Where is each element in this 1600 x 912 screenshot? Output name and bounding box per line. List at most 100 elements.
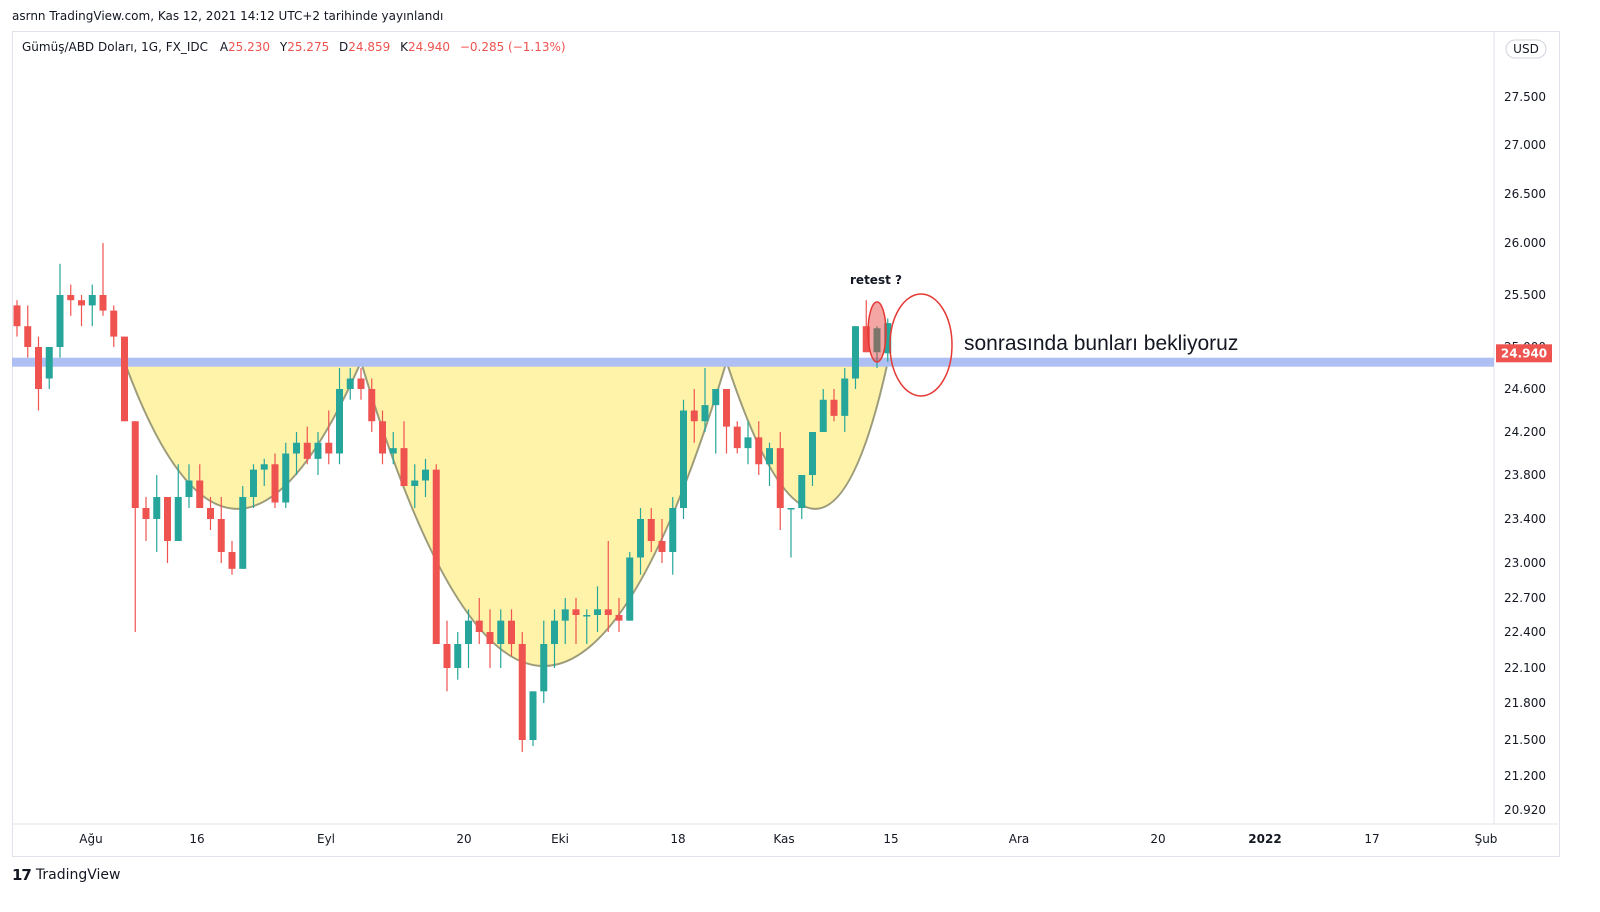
candle-body[interactable]	[454, 644, 462, 668]
candle-body[interactable]	[862, 326, 870, 353]
candle-body[interactable]	[196, 480, 204, 509]
candle-body[interactable]	[422, 469, 429, 481]
candle-body[interactable]	[443, 644, 451, 668]
candle-body[interactable]	[24, 326, 32, 347]
candle-body[interactable]	[744, 437, 752, 449]
candle-body[interactable]	[787, 508, 795, 510]
candle-body[interactable]	[239, 497, 247, 569]
candle-body[interactable]	[432, 469, 440, 644]
candle-body[interactable]	[551, 620, 558, 644]
x-tick-label: 16	[189, 832, 204, 846]
candle-body[interactable]	[142, 508, 150, 519]
candle-body[interactable]	[228, 552, 236, 569]
retest-ellipse[interactable]	[867, 301, 887, 363]
candle-body[interactable]	[88, 295, 96, 306]
candle-body[interactable]	[884, 323, 892, 354]
x-tick-label: Eki	[551, 832, 569, 846]
candle-body[interactable]	[766, 448, 773, 465]
candle-body[interactable]	[583, 615, 591, 617]
candle-body[interactable]	[680, 410, 687, 509]
candle-body[interactable]	[164, 497, 171, 541]
candle-body[interactable]	[733, 426, 741, 449]
candle-body[interactable]	[67, 295, 75, 301]
candle-body[interactable]	[852, 326, 859, 379]
candle-body[interactable]	[56, 295, 64, 347]
candle-body[interactable]	[755, 437, 763, 465]
candle-body[interactable]	[45, 347, 53, 379]
candle-body[interactable]	[508, 620, 515, 644]
candle-body[interactable]	[336, 389, 343, 454]
currency-label: USD	[1513, 42, 1539, 56]
candle-body[interactable]	[346, 378, 354, 390]
candle-body[interactable]	[293, 442, 300, 454]
candle-body[interactable]	[873, 328, 881, 353]
candle-body[interactable]	[594, 609, 601, 615]
candle-body[interactable]	[723, 389, 730, 427]
candle-body[interactable]	[486, 632, 494, 644]
candle-body[interactable]	[185, 480, 193, 498]
candle-body[interactable]	[701, 405, 709, 422]
candle-body[interactable]	[389, 448, 397, 454]
candle-body[interactable]	[465, 620, 472, 644]
last-price-marker: 24.940	[1496, 344, 1552, 363]
candle-body[interactable]	[271, 464, 279, 503]
candle-body[interactable]	[572, 609, 580, 615]
candle-body[interactable]	[561, 609, 569, 621]
candle-body[interactable]	[121, 336, 128, 422]
candle-body[interactable]	[260, 464, 268, 470]
candle-body[interactable]	[207, 508, 214, 519]
y-tick-label: 23.400	[1504, 512, 1546, 526]
candle-body[interactable]	[518, 644, 526, 740]
candle-body[interactable]	[35, 347, 42, 389]
candle-body[interactable]	[110, 310, 118, 337]
price-axis: 20.920 21.200 21.500 21.800 22.100 22.400 22.7…	[1493, 32, 1546, 824]
candle-body[interactable]	[529, 691, 537, 740]
candle-body[interactable]	[282, 453, 290, 503]
candle-body[interactable]	[830, 399, 838, 416]
candle-body[interactable]	[540, 644, 548, 692]
candle-body[interactable]	[325, 442, 333, 454]
candle-body[interactable]	[303, 442, 311, 459]
open-label: A	[219, 40, 229, 54]
candle-body[interactable]	[690, 410, 698, 422]
candle-body[interactable]	[658, 541, 666, 552]
x-tick-label: Ara	[1009, 832, 1030, 846]
candle-body[interactable]	[411, 480, 419, 487]
currency-badge[interactable]: USD	[1505, 39, 1547, 59]
candle-body[interactable]	[78, 300, 85, 306]
candle-body[interactable]	[131, 421, 139, 508]
candle-body[interactable]	[379, 421, 386, 454]
candle-body[interactable]	[615, 615, 623, 621]
x-tick-label: 17	[1364, 832, 1379, 846]
candle-body[interactable]	[497, 620, 505, 644]
neckline-band[interactable]	[12, 357, 1494, 367]
candle-body[interactable]	[314, 442, 322, 459]
candle-body[interactable]	[798, 475, 806, 508]
candle-body[interactable]	[712, 389, 720, 406]
candle-body[interactable]	[368, 389, 376, 422]
candle-body[interactable]	[809, 432, 816, 475]
candle-body[interactable]	[604, 609, 612, 615]
candle-body[interactable]	[99, 295, 107, 311]
candle-body[interactable]	[669, 508, 677, 552]
candle-body[interactable]	[13, 305, 21, 327]
symbol-label[interactable]: Gümüş/ABD Doları, 1G, FX_IDC	[22, 40, 208, 54]
candle-body[interactable]	[174, 497, 182, 541]
candle-body[interactable]	[217, 519, 225, 552]
y-tick-label: 22.400	[1504, 625, 1546, 639]
candle-body[interactable]	[819, 399, 827, 432]
candle-body[interactable]	[626, 557, 634, 621]
candle-body[interactable]	[357, 378, 365, 390]
candle-body[interactable]	[647, 519, 655, 541]
y-tick-label: 23.000	[1504, 556, 1546, 570]
candle-body[interactable]	[841, 378, 849, 416]
candle-body[interactable]	[637, 519, 644, 558]
candle-body[interactable]	[250, 469, 257, 497]
candle-body[interactable]	[475, 620, 483, 632]
candle-body[interactable]	[400, 448, 408, 486]
expectation-ellipse[interactable]	[889, 293, 953, 397]
footer-branding[interactable]: 17 TradingView	[12, 866, 120, 884]
candle-body[interactable]	[776, 448, 784, 508]
candle-body[interactable]	[153, 497, 161, 519]
